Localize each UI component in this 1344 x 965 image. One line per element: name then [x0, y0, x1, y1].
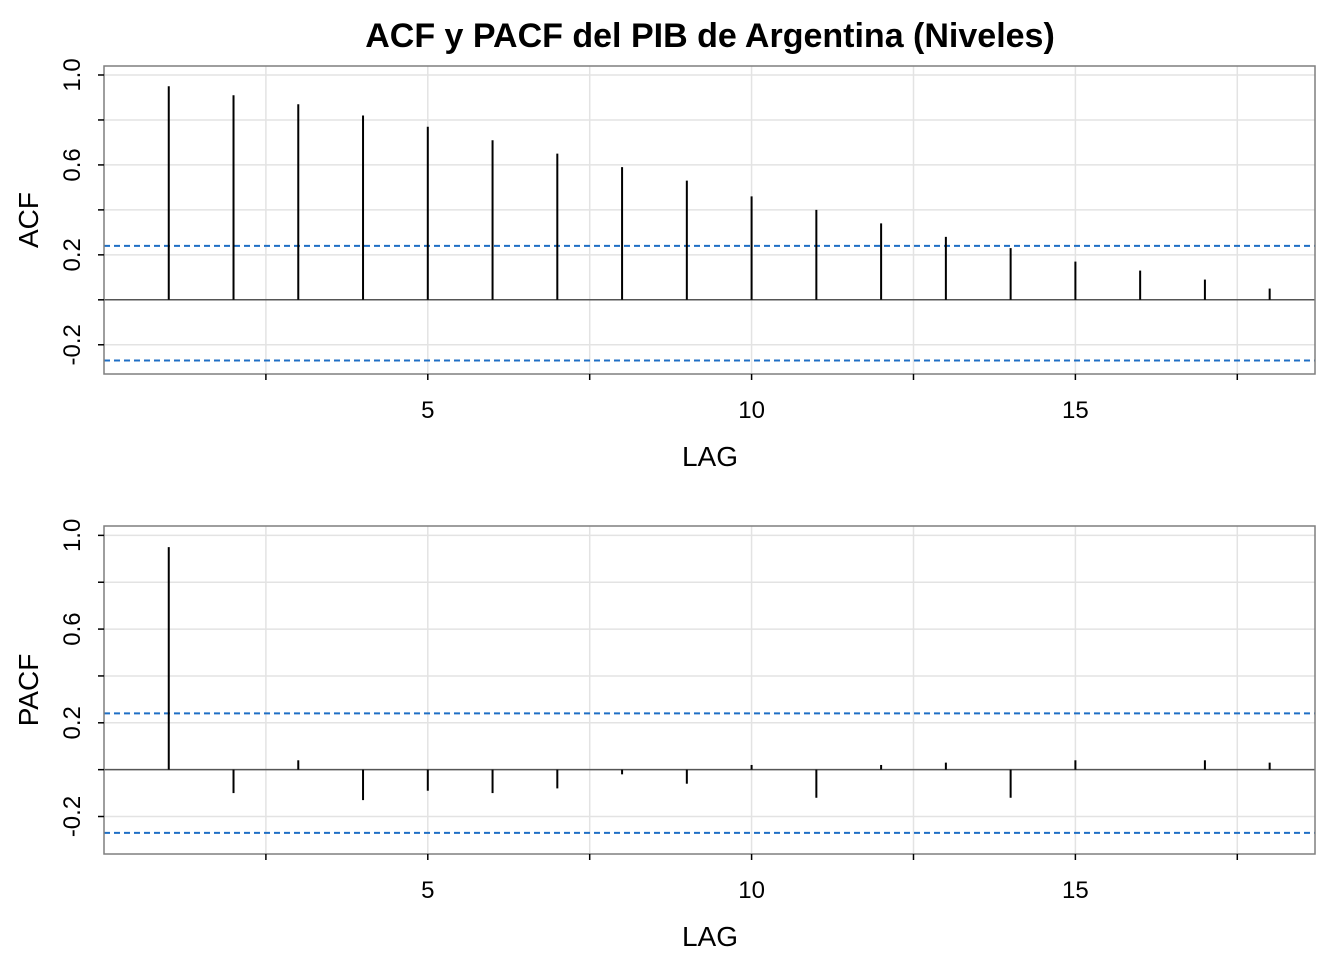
acf-x-axis-title: LAG [682, 441, 738, 472]
pacf-panel: -0.2 0.2 0.6 1.0 5 10 15 LAG PACF [13, 519, 1316, 952]
pacf-frame [103, 525, 1316, 855]
pacf-ytick-label: 0.6 [59, 612, 86, 645]
acf-frame [103, 65, 1316, 375]
acf-ytick-label: 0.6 [59, 148, 86, 181]
pacf-ytick-label: -0.2 [59, 796, 86, 837]
pacf-xtick-label: 15 [1062, 877, 1089, 904]
pacf-ytick-label: 0.2 [59, 706, 86, 739]
pacf-xtick-label: 5 [421, 877, 434, 904]
pacf-y-axis-title: PACF [13, 654, 44, 727]
pacf-x-axis-title: LAG [682, 921, 738, 952]
acf-ytick-label: 1.0 [59, 58, 86, 91]
pacf-xtick-label: 10 [738, 877, 765, 904]
acf-panel: -0.2 0.2 0.6 1.0 5 10 15 LAG ACF [13, 58, 1316, 472]
acf-xtick-label: 10 [738, 397, 765, 424]
acf-xtick-label: 15 [1062, 397, 1089, 424]
acf-xtick-label: 5 [421, 397, 434, 424]
acf-ytick-label: 0.2 [59, 238, 86, 271]
acf-ytick-label: -0.2 [59, 324, 86, 365]
chart-title: ACF y PACF del PIB de Argentina (Niveles… [365, 17, 1055, 55]
acf-y-axis-title: ACF [13, 192, 44, 248]
pacf-ytick-label: 1.0 [59, 519, 86, 552]
